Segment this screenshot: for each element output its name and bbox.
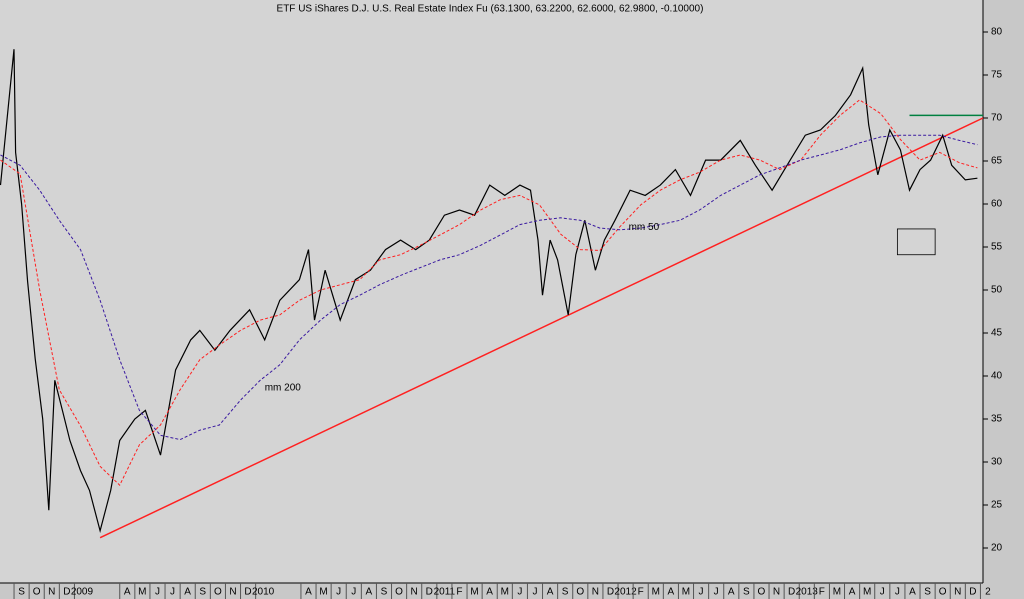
x-tick-label: 2010 [252,587,275,598]
x-tick-label: M [652,587,660,598]
chart-title: ETF US iShares D.J. U.S. Real Estate Ind… [277,4,704,15]
y-tick-label: 40 [991,371,1003,382]
x-tick-label: N [229,587,236,598]
x-tick-label: J [714,587,719,598]
y-tick-label: 70 [991,113,1003,124]
x-tick-label: N [411,587,418,598]
x-tick-label: J [699,587,704,598]
y-tick-label: 50 [991,285,1003,296]
x-tick-label: D [969,587,976,598]
x-tick-label: J [170,587,175,598]
x-tick-label: O [214,587,222,598]
x-tick-label: N [592,587,599,598]
x-tick-label: J [155,587,160,598]
x-tick-label: 2009 [71,587,94,598]
trend-line [99,117,984,539]
x-tick-label: M [501,587,509,598]
x-tick-label: J [895,587,900,598]
x-tick-label: S [199,587,206,598]
x-tick-label: A [547,587,554,598]
annotation: mm 50 [629,222,660,233]
x-tick-label: J [517,587,522,598]
x-tick-label: M [470,587,478,598]
x-tick-label: M [833,587,841,598]
x-tick-label: D [788,587,795,598]
x-tick-label: O [576,587,584,598]
x-tick-label: M [682,587,690,598]
x-tick-label: J [351,587,356,598]
x-tick-label: N [954,587,961,598]
y-tick-label: 25 [991,500,1003,511]
x-tick-label: M [319,587,327,598]
x-tick-label: F [638,587,644,598]
y-tick-label: 45 [991,328,1003,339]
y-tick-label: 20 [991,543,1003,554]
y-tick-label: 30 [991,457,1003,468]
x-tick-label: S [562,587,569,598]
x-tick-label: J [336,587,341,598]
x-tick-label: S [381,587,388,598]
x-tick-label: N [773,587,780,598]
x-tick-label: A [184,587,191,598]
annotation-box [896,228,936,256]
y-tick-label: 60 [991,199,1003,210]
y-tick-label: 65 [991,156,1003,167]
x-tick-label: A [728,587,735,598]
x-tick-label: D [607,587,614,598]
x-tick-label: M [863,587,871,598]
y-tick-label: 35 [991,414,1003,425]
y-tick-label: 75 [991,70,1003,81]
x-tick-label: S [924,587,931,598]
x-tick-label: F [456,587,462,598]
x-tick-label: J [880,587,885,598]
x-tick-label: A [668,587,675,598]
x-tick-label: 2012 [614,587,637,598]
x-tick-label: J [532,587,537,598]
x-tick-label: A [124,587,131,598]
price-line [0,49,978,534]
x-tick-label: A [909,587,916,598]
x-tick-label: O [33,587,41,598]
x-tick-label: F [819,587,825,598]
x-tick-label: O [395,587,403,598]
x-tick-label: N [48,587,55,598]
x-tick-label: D [426,587,433,598]
x-tick-label: O [758,587,766,598]
x-tick-label: 2011 [434,587,456,598]
x-tick-label: 2 [985,587,991,598]
x-tick-label: D [63,587,70,598]
x-tick-label: A [305,587,312,598]
moving-average [0,99,978,487]
annotation: mm 200 [265,383,302,394]
y-tick-label: 80 [991,27,1003,38]
x-tick-label: O [939,587,947,598]
x-tick-label: S [743,587,750,598]
x-tick-label: M [138,587,146,598]
x-tick-label: 2013 [796,587,819,598]
x-tick-label: A [366,587,373,598]
x-tick-label: A [486,587,493,598]
x-tick-label: S [18,587,25,598]
x-tick-label: A [849,587,856,598]
plot-area [0,0,983,583]
moving-average [0,134,978,441]
x-tick-label: D [244,587,251,598]
y-tick-label: 55 [991,242,1003,253]
